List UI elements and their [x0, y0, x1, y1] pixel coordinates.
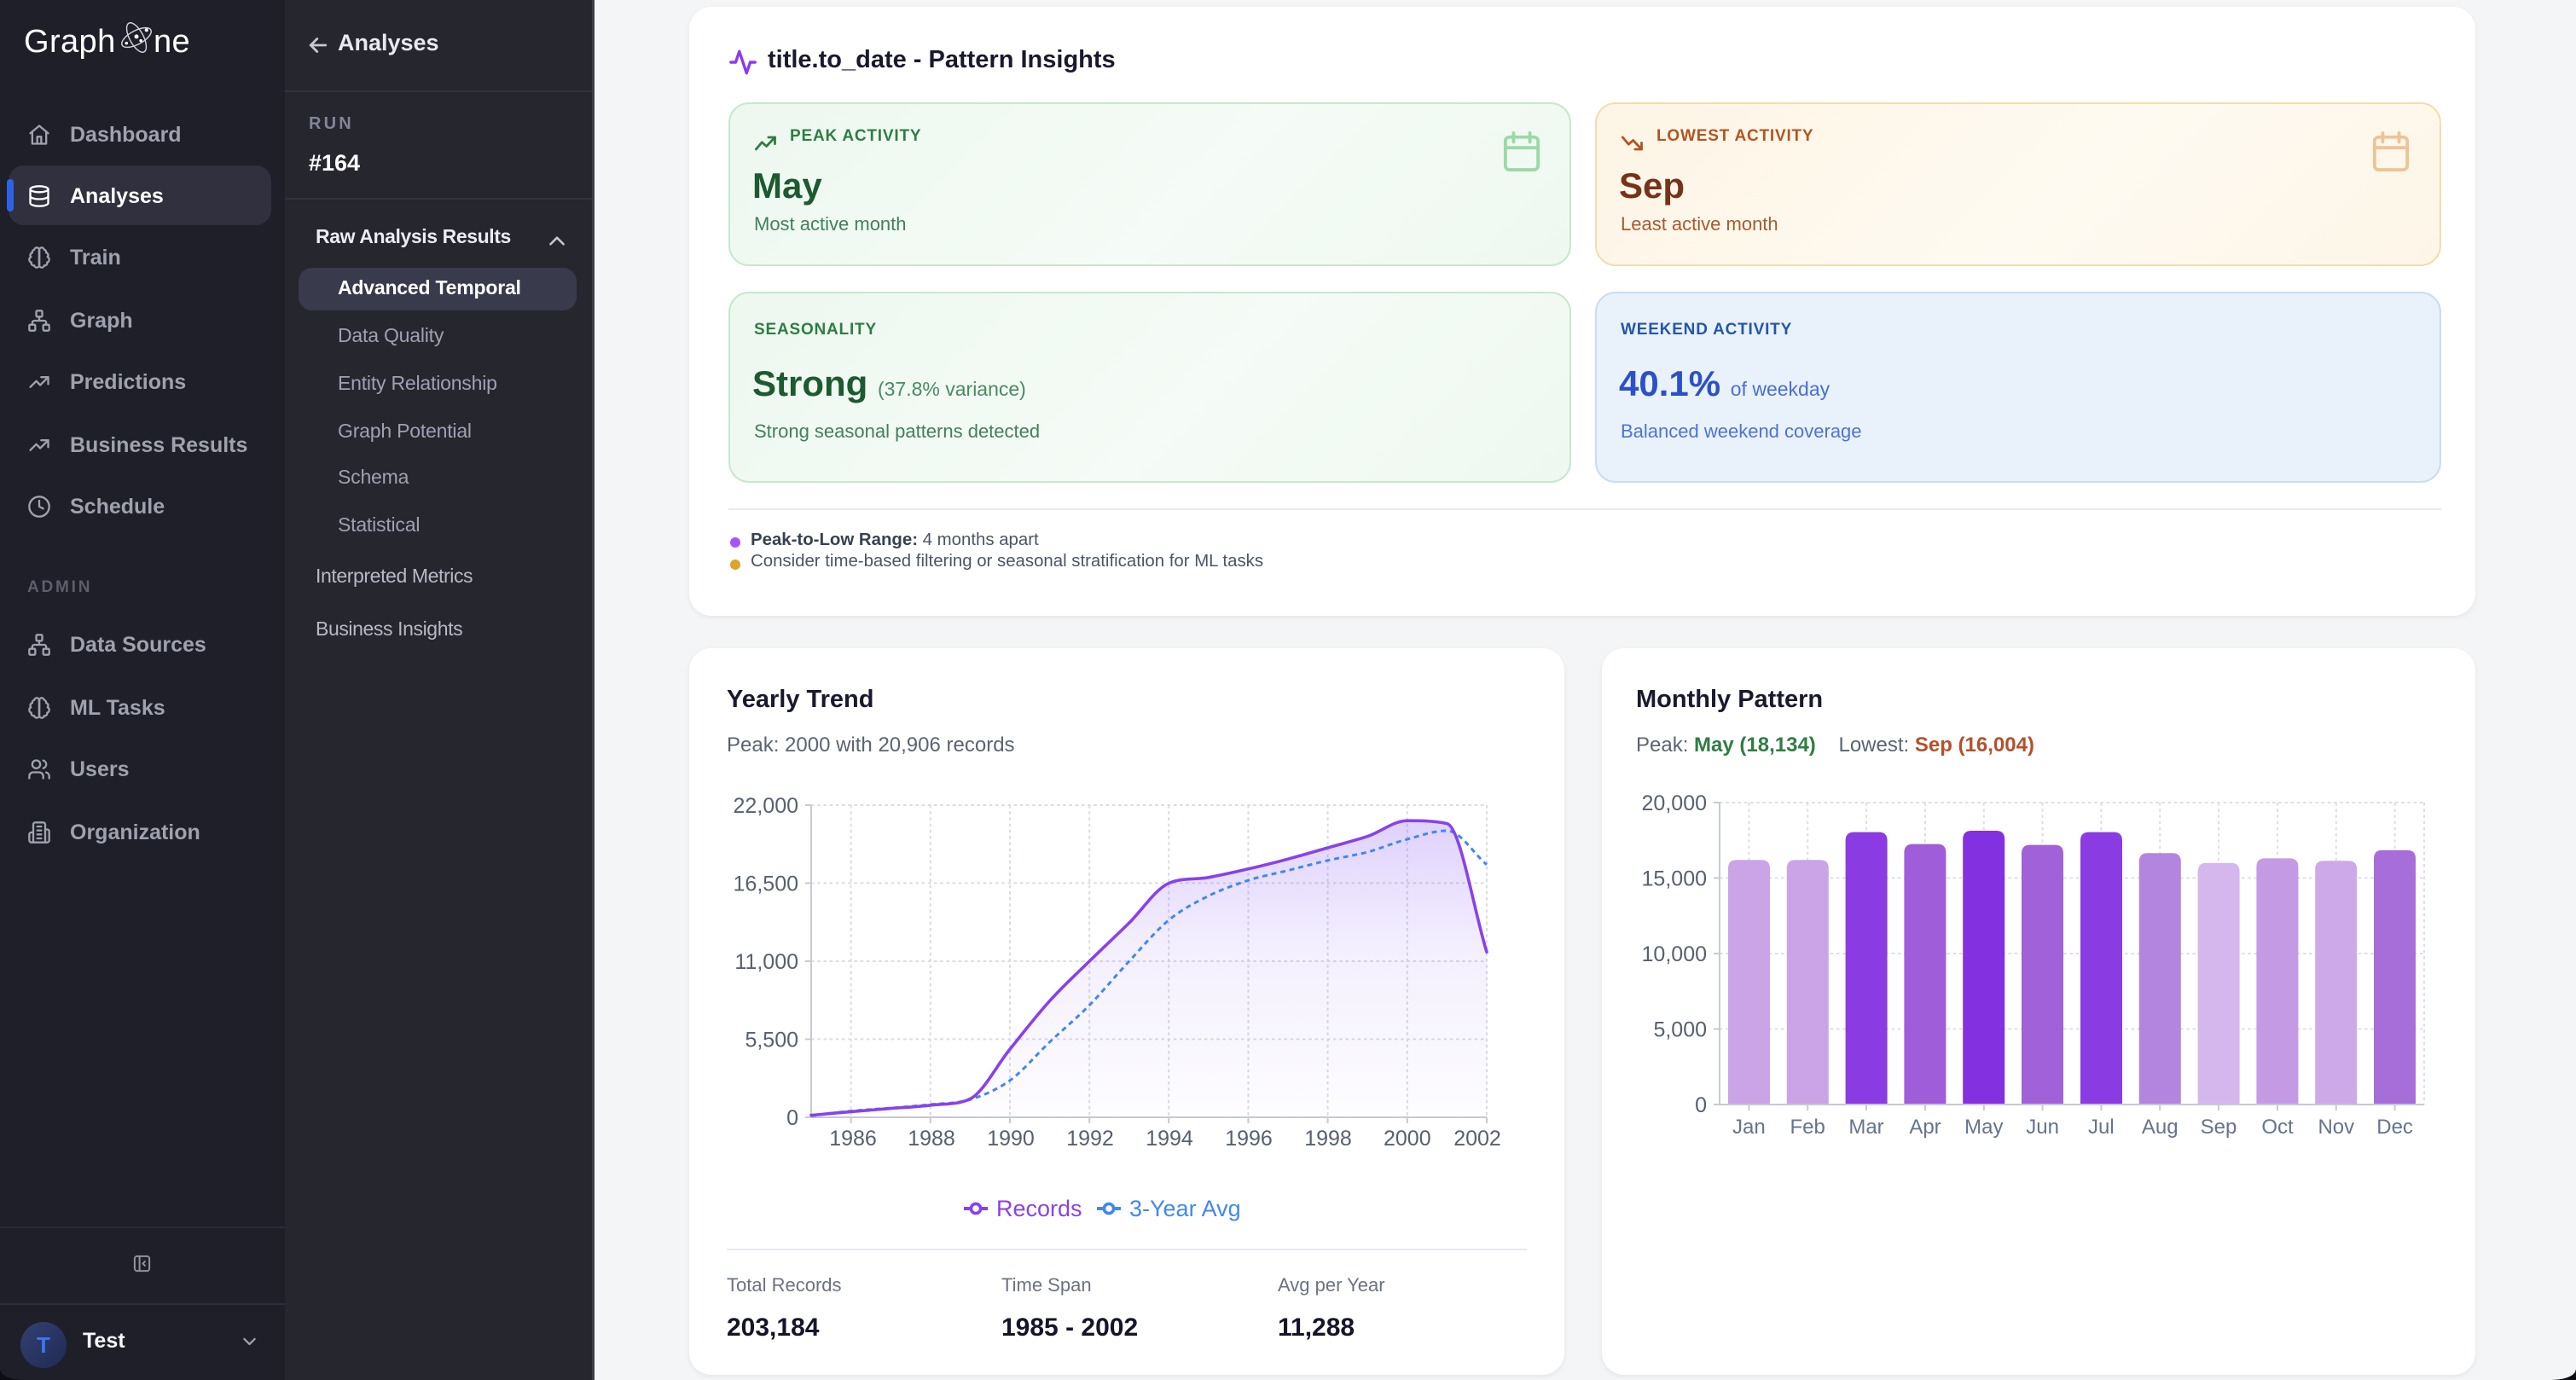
- svg-text:11,000: 11,000: [734, 950, 798, 974]
- svg-text:22,000: 22,000: [734, 794, 798, 818]
- svg-text:3-Year Avg: 3-Year Avg: [1129, 1196, 1241, 1221]
- svg-text:Nov: Nov: [2318, 1116, 2354, 1139]
- svg-text:Jan: Jan: [1732, 1116, 1766, 1139]
- svg-text:16,500: 16,500: [734, 872, 798, 896]
- svg-text:Feb: Feb: [1790, 1116, 1825, 1139]
- svg-text:1992: 1992: [1066, 1127, 1114, 1151]
- svg-text:Sep: Sep: [2201, 1116, 2237, 1139]
- svg-text:0: 0: [786, 1106, 798, 1130]
- svg-text:Aug: Aug: [2142, 1116, 2179, 1139]
- svg-text:1986: 1986: [829, 1127, 877, 1151]
- svg-text:0: 0: [1695, 1093, 1707, 1117]
- svg-text:2002: 2002: [1453, 1127, 1501, 1151]
- svg-text:20,000: 20,000: [1642, 791, 1707, 815]
- svg-text:1994: 1994: [1146, 1127, 1193, 1151]
- svg-text:5,000: 5,000: [1653, 1018, 1707, 1041]
- svg-text:1990: 1990: [987, 1127, 1035, 1151]
- svg-text:Jun: Jun: [2026, 1116, 2059, 1139]
- svg-text:Apr: Apr: [1909, 1116, 1941, 1139]
- svg-text:2000: 2000: [1384, 1127, 1431, 1151]
- svg-text:Jul: Jul: [2088, 1116, 2115, 1139]
- svg-text:Records: Records: [996, 1196, 1082, 1221]
- svg-text:Mar: Mar: [1848, 1116, 1883, 1139]
- svg-text:1988: 1988: [908, 1127, 955, 1151]
- svg-text:15,000: 15,000: [1642, 867, 1707, 890]
- svg-text:1998: 1998: [1304, 1127, 1352, 1151]
- svg-text:5,500: 5,500: [745, 1028, 798, 1052]
- svg-text:May: May: [1964, 1116, 2003, 1139]
- svg-text:Dec: Dec: [2376, 1116, 2413, 1139]
- svg-text:10,000: 10,000: [1642, 942, 1707, 966]
- svg-text:1996: 1996: [1225, 1127, 1273, 1151]
- svg-text:Oct: Oct: [2261, 1116, 2294, 1139]
